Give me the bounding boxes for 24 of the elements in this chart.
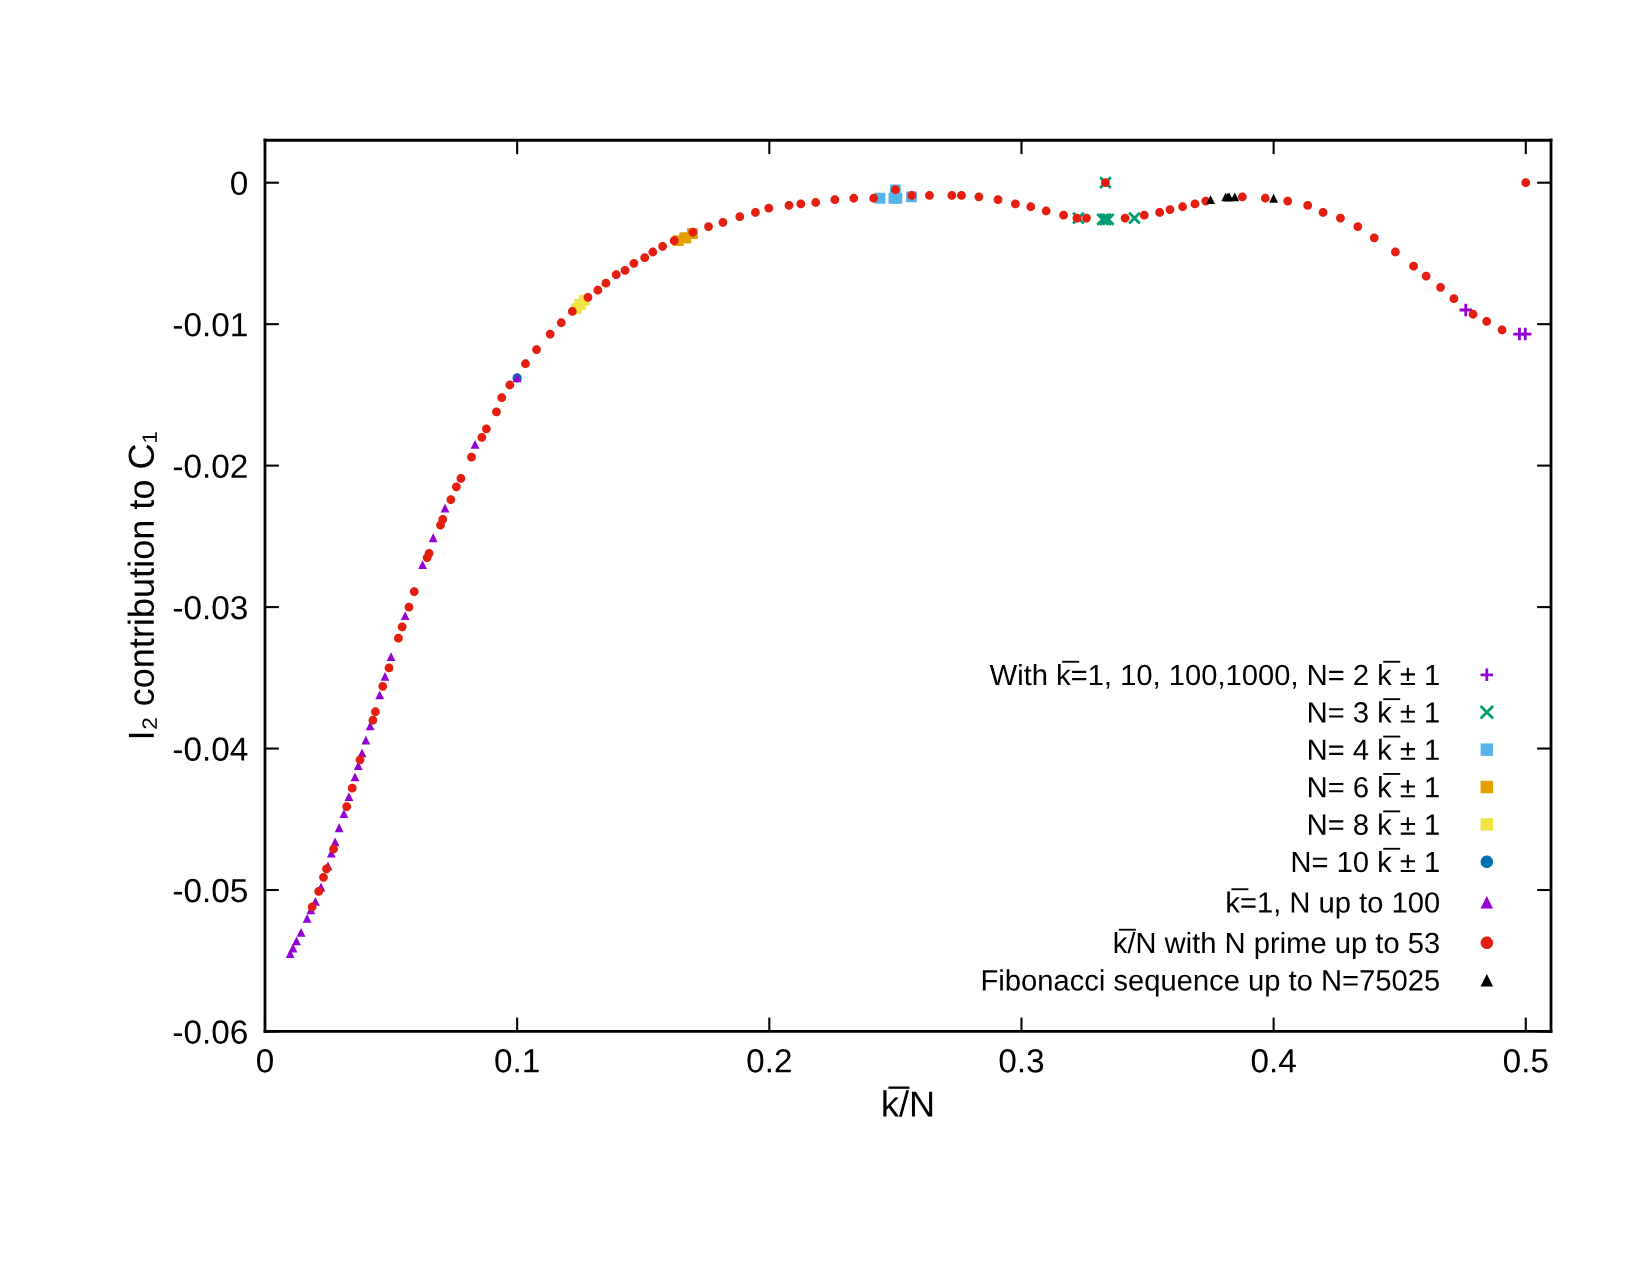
x-tick-label: 0.4	[1251, 1049, 1296, 1073]
x-tick-label: 0.5	[1503, 1049, 1548, 1073]
legend-label: N= 10 k̅ ± 1	[1292, 847, 1439, 873]
legend-label: N= 3 k̅ ± 1	[1309, 698, 1439, 723]
y-tick-label: -0.03	[173, 595, 247, 620]
legend-label: N= 4 k̅ ± 1	[1309, 735, 1439, 760]
x-tick-label: 0.3	[999, 1049, 1044, 1073]
y-tick-label: -0.02	[173, 454, 247, 479]
legend-label: k̅=1, N up to 100	[1227, 888, 1440, 919]
legend-label: With k̅=1, 10, 100,1000, N= 2 k̅ ± 1	[989, 660, 1439, 689]
legend-label: N= 8 k̅ ± 1	[1309, 810, 1439, 835]
y-axis-title: I₂ contribution to C₁	[127, 432, 157, 738]
x-axis-title: k̅/N	[883, 1086, 933, 1117]
y-tick-label: -0.04	[173, 737, 248, 761]
x-tick-label: 0.1	[495, 1049, 539, 1073]
legend-label: k̅/N with N prime up to 53	[1114, 928, 1439, 960]
legend-label: N= 6 k̅ ± 1	[1309, 773, 1439, 798]
y-tick-label: 0	[231, 171, 248, 196]
x-tick-label: 0.2	[747, 1049, 791, 1073]
y-tick-label: -0.06	[173, 1020, 247, 1044]
y-tick-label: -0.05	[173, 878, 247, 903]
y-tick-label: -0.01	[173, 312, 247, 337]
x-tick-label: 0	[257, 1049, 273, 1073]
legend-label: Fibonacci sequence up to N=75025	[982, 969, 1439, 997]
